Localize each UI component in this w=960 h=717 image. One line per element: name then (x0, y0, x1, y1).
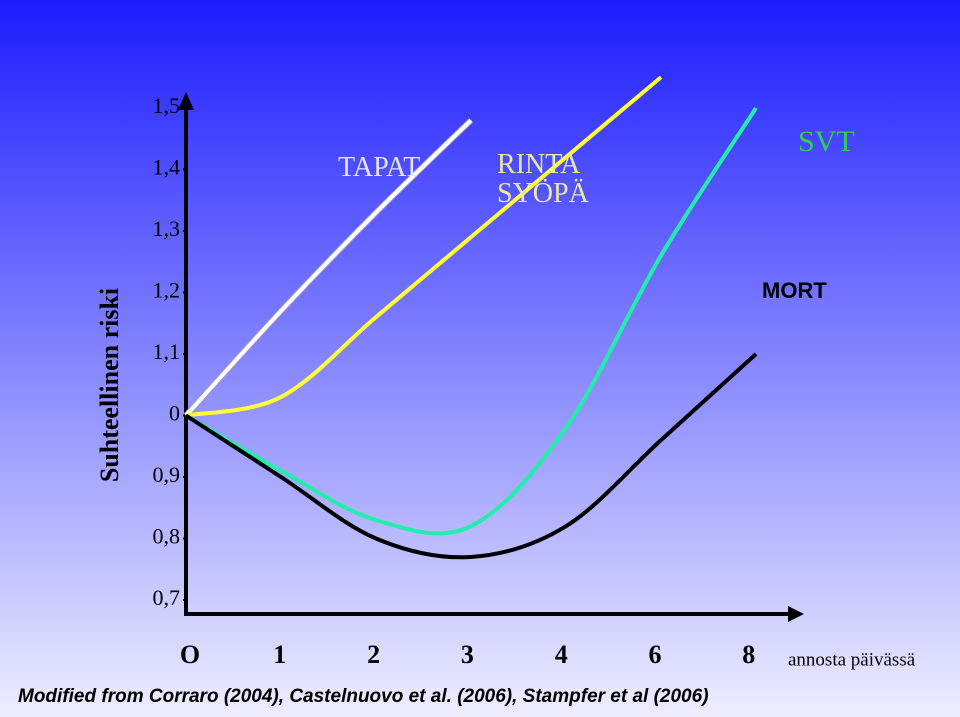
y-tick-label: 1,5 (153, 93, 181, 118)
y-axis-arrow (178, 92, 194, 110)
y-tick-label: 0,7 (153, 585, 181, 610)
y-tick-label: 1,4 (153, 155, 181, 180)
x-axis-label: annosta päivässä (788, 649, 916, 670)
x-axis-arrow (788, 606, 804, 622)
series-label: TAPAT (338, 152, 421, 183)
series-line (185, 75, 663, 418)
y-tick-label: 0,9 (153, 462, 181, 487)
series-label: RINTA SYÖPÄ (497, 149, 589, 209)
y-tick-label: 0 (169, 401, 180, 426)
series-label: SVT (798, 125, 855, 158)
x-tick-label: 8 (742, 640, 755, 669)
footnote: Modified from Corraro (2004), Castelnuov… (18, 686, 709, 707)
y-tick-label: 1,1 (153, 339, 181, 364)
y-tick-label: 1,2 (153, 278, 181, 303)
y-axis-label: Suhteellinen riski (95, 288, 124, 482)
x-tick-label: 2 (367, 640, 380, 669)
x-tick-label: 1 (273, 640, 286, 669)
x-tick-label: 4 (555, 640, 568, 669)
y-tick-label: 0,8 (153, 524, 181, 549)
x-tick-label: 3 (461, 640, 474, 669)
x-tick-label: 6 (649, 640, 662, 669)
series-label: MORT (762, 278, 827, 303)
series-line (184, 118, 473, 417)
y-tick-label: 1,3 (153, 216, 181, 241)
series-line (184, 106, 758, 536)
x-tick-label: O (180, 640, 200, 669)
series-line (184, 352, 758, 560)
